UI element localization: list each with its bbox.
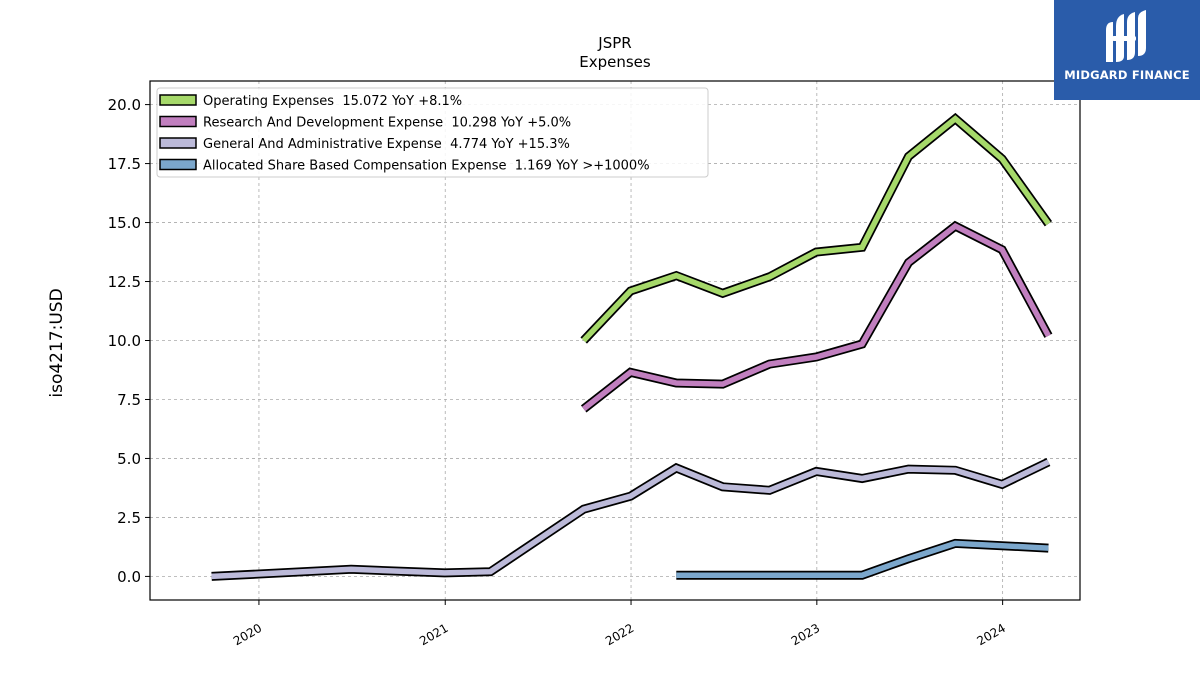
series-line-3 [676, 538, 1049, 580]
series-stroke [211, 459, 1050, 580]
legend-label: Research And Development Expense 10.298 … [203, 116, 571, 131]
chart-subtitle: Expenses [579, 53, 651, 71]
y-tick-label: 7.5 [117, 391, 141, 409]
y-tick-label: 5.0 [117, 450, 141, 468]
y-tick-label: 15.0 [108, 214, 141, 232]
brand-name: MIDGARD FINANCE [1064, 68, 1190, 82]
legend-swatch [159, 94, 197, 106]
chart-title: JSPR [597, 34, 631, 52]
legend: Operating Expenses 15.072 YoY +8.1% Resea… [156, 87, 709, 178]
series-lines [211, 112, 1053, 581]
legend-item-3: Allocated Share Based Compensation Expen… [159, 158, 650, 174]
legend-label: General And Administrative Expense 4.774… [203, 137, 570, 152]
midgard-logo-icon [1106, 10, 1146, 62]
y-axis-label: iso4217:USD [47, 288, 67, 397]
y-tick-label: 17.5 [108, 155, 141, 173]
y-tick-label: 0.0 [117, 568, 141, 586]
legend-item-2: General And Administrative Expense 4.774… [159, 137, 570, 152]
legend-swatch [159, 158, 197, 171]
legend-label: Operating Expenses 15.072 YoY +8.1% [203, 94, 462, 109]
y-tick-label: 12.5 [108, 273, 141, 291]
x-axis-ticks: 2020 2021 2022 2023 2024 [231, 600, 1008, 648]
legend-label: Allocated Share Based Compensation Expen… [203, 159, 650, 174]
series-line-2 [211, 457, 1051, 581]
brand-logo: MIDGARD FINANCE [1054, 0, 1200, 100]
y-axis-ticks: 0.0 2.5 5.0 7.5 10.0 12.5 15.0 17.5 20.0 [108, 96, 150, 586]
series-line-0 [580, 112, 1053, 344]
x-tick-label: 2024 [975, 621, 1008, 648]
series-line-1 [580, 220, 1053, 413]
x-tick-label: 2022 [603, 621, 636, 648]
x-tick-label: 2021 [417, 621, 450, 648]
x-tick-label: 2023 [789, 621, 822, 648]
y-tick-label: 20.0 [108, 96, 141, 114]
series-outline [676, 538, 1049, 580]
series-outline [211, 457, 1051, 581]
legend-swatch [159, 137, 197, 149]
legend-item-1: Research And Development Expense 10.298 … [159, 115, 571, 131]
legend-item-0: Operating Expenses 15.072 YoY +8.1% [159, 94, 462, 109]
x-tick-label: 2020 [231, 621, 264, 648]
legend-swatch [159, 115, 197, 128]
y-tick-label: 10.0 [108, 332, 141, 350]
legend-frame [156, 87, 709, 178]
y-tick-label: 2.5 [117, 509, 141, 527]
